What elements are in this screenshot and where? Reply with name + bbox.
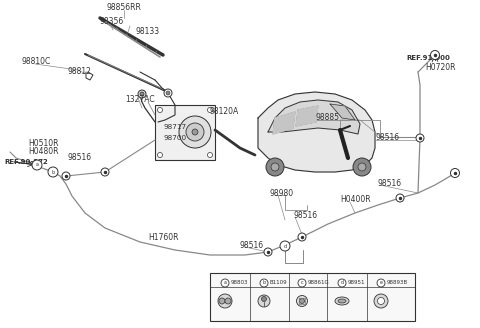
Circle shape <box>264 248 272 256</box>
Circle shape <box>377 297 384 304</box>
Text: c: c <box>300 280 303 285</box>
Circle shape <box>374 294 388 308</box>
Circle shape <box>140 92 144 96</box>
Circle shape <box>260 279 268 287</box>
Circle shape <box>431 51 440 59</box>
Circle shape <box>207 108 213 113</box>
Circle shape <box>186 123 204 141</box>
Circle shape <box>138 90 146 98</box>
Text: 98803: 98803 <box>231 280 249 285</box>
Text: 98810C: 98810C <box>22 57 51 67</box>
Text: H0720R: H0720R <box>425 64 456 72</box>
Text: d: d <box>283 243 287 249</box>
Text: REF.90-872: REF.90-872 <box>4 159 48 165</box>
Circle shape <box>101 168 109 176</box>
Polygon shape <box>268 100 360 134</box>
Circle shape <box>179 116 211 148</box>
Text: 98885: 98885 <box>315 113 339 122</box>
Text: 98700: 98700 <box>163 135 186 141</box>
Circle shape <box>358 163 366 171</box>
Text: 98516: 98516 <box>68 154 92 162</box>
Text: 98516: 98516 <box>375 133 399 142</box>
Polygon shape <box>330 104 355 120</box>
Text: 98980: 98980 <box>270 189 294 197</box>
Circle shape <box>207 153 213 157</box>
FancyBboxPatch shape <box>155 105 215 160</box>
Ellipse shape <box>335 297 349 305</box>
Circle shape <box>262 297 266 301</box>
Circle shape <box>62 172 70 180</box>
Circle shape <box>32 160 42 170</box>
Text: 98717: 98717 <box>163 124 186 130</box>
Text: b: b <box>263 280 265 285</box>
Circle shape <box>48 167 58 177</box>
Text: H1760R: H1760R <box>148 234 179 242</box>
Text: 1327AC: 1327AC <box>125 95 155 105</box>
Circle shape <box>396 194 404 202</box>
Polygon shape <box>273 112 295 134</box>
Text: a: a <box>224 280 227 285</box>
Circle shape <box>338 279 346 287</box>
Polygon shape <box>258 92 375 172</box>
Circle shape <box>192 129 198 135</box>
Bar <box>210 273 415 321</box>
Text: 98812: 98812 <box>68 68 92 76</box>
Text: 98951: 98951 <box>348 280 365 285</box>
Circle shape <box>157 153 163 157</box>
Circle shape <box>271 163 279 171</box>
Ellipse shape <box>338 299 346 303</box>
Text: REF.91-000: REF.91-000 <box>406 55 450 61</box>
Circle shape <box>300 298 304 303</box>
Text: 98133: 98133 <box>135 28 159 36</box>
Circle shape <box>416 134 424 142</box>
Text: 98861G: 98861G <box>308 280 330 285</box>
Text: 98893B: 98893B <box>387 280 408 285</box>
Text: H0400R: H0400R <box>340 195 371 204</box>
Circle shape <box>166 91 170 95</box>
Circle shape <box>298 279 306 287</box>
Circle shape <box>157 108 163 113</box>
Circle shape <box>258 295 270 307</box>
Text: 98856RR: 98856RR <box>107 4 142 12</box>
Circle shape <box>280 241 290 251</box>
Circle shape <box>266 158 284 176</box>
Circle shape <box>218 294 232 308</box>
Text: 98516: 98516 <box>293 211 317 219</box>
Text: 98516: 98516 <box>240 240 264 250</box>
Circle shape <box>221 279 229 287</box>
Text: b: b <box>51 170 55 174</box>
Circle shape <box>219 298 225 304</box>
Text: B1109: B1109 <box>270 280 288 285</box>
Text: a: a <box>36 162 38 168</box>
Text: 98356: 98356 <box>100 17 124 27</box>
Circle shape <box>298 233 306 241</box>
Text: e: e <box>380 280 383 285</box>
Text: 98516: 98516 <box>378 178 402 188</box>
Circle shape <box>377 279 385 287</box>
Circle shape <box>164 89 172 97</box>
Text: H0480R: H0480R <box>28 147 59 155</box>
Text: H0510R: H0510R <box>28 138 59 148</box>
Text: d: d <box>340 280 344 285</box>
Circle shape <box>353 158 371 176</box>
Circle shape <box>225 298 231 304</box>
Circle shape <box>451 169 459 177</box>
Polygon shape <box>296 106 318 126</box>
Text: 98120A: 98120A <box>210 108 239 116</box>
Circle shape <box>297 296 308 306</box>
